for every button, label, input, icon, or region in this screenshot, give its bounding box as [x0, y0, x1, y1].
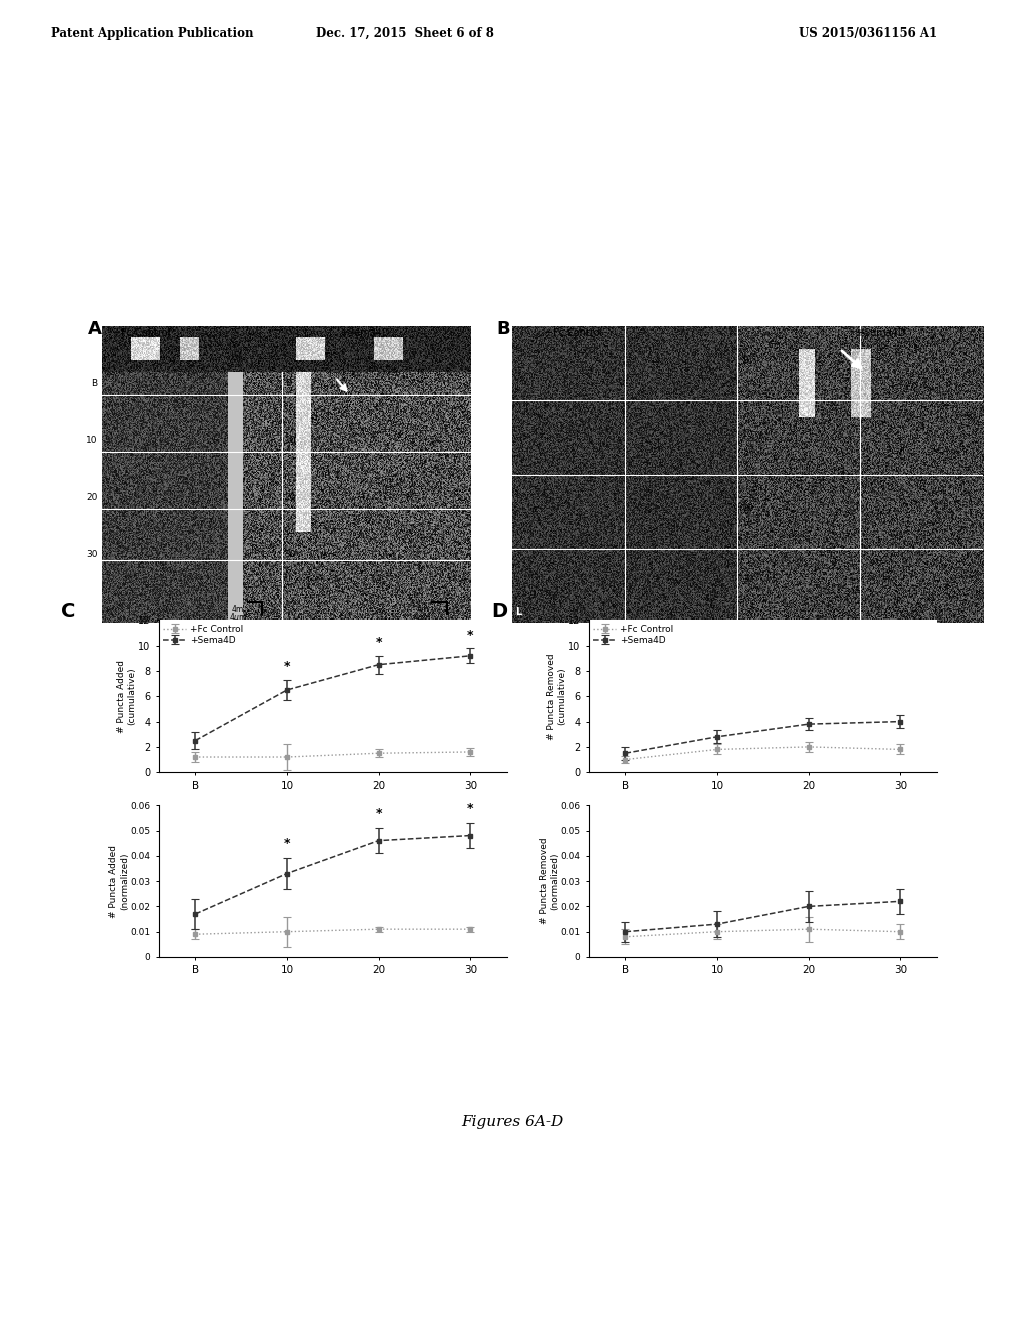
Text: 30: 30	[742, 576, 754, 585]
Text: C: C	[61, 602, 76, 622]
Text: B: B	[497, 321, 510, 338]
Text: 4$\mu$m: 4$\mu$m	[414, 611, 432, 623]
Text: 20: 20	[285, 492, 296, 502]
Text: +Sema4D: +Sema4D	[856, 329, 905, 338]
Text: 30: 30	[285, 550, 296, 558]
Y-axis label: # Puncta Removed
(normalized): # Puncta Removed (normalized)	[540, 838, 559, 924]
Text: *: *	[284, 660, 290, 673]
Text: Dec. 17, 2015  Sheet 6 of 8: Dec. 17, 2015 Sheet 6 of 8	[315, 28, 494, 40]
Legend: +Fc Control, +Sema4D: +Fc Control, +Sema4D	[593, 624, 674, 644]
Text: 10: 10	[742, 430, 754, 440]
Text: +Fc Control: +Fc Control	[113, 329, 170, 338]
Text: 10: 10	[285, 436, 296, 445]
Text: B: B	[742, 356, 749, 364]
Text: B: B	[91, 379, 97, 388]
Text: *: *	[467, 803, 473, 816]
Text: +Fc Control: +Fc Control	[545, 329, 602, 338]
Text: *: *	[284, 837, 290, 850]
Text: 4$\mu$m: 4$\mu$m	[229, 611, 248, 623]
Text: 30: 30	[86, 550, 97, 558]
Text: B: B	[285, 379, 291, 388]
Text: *: *	[376, 808, 382, 820]
Text: 20: 20	[742, 504, 754, 513]
Text: L: L	[515, 607, 521, 618]
Y-axis label: # Puncta Added
(cumulative): # Puncta Added (cumulative)	[117, 660, 136, 733]
Text: 4m: 4m	[232, 605, 245, 614]
Text: *: *	[376, 636, 382, 649]
Text: Figures 6A-D: Figures 6A-D	[461, 1115, 563, 1129]
Text: A: A	[88, 321, 101, 338]
Y-axis label: # Puncta Removed
(cumulative): # Puncta Removed (cumulative)	[547, 653, 566, 739]
Y-axis label: # Puncta Added
(normalized): # Puncta Added (normalized)	[110, 845, 129, 917]
Text: 20: 20	[86, 492, 97, 502]
Text: *: *	[467, 630, 473, 642]
Text: 10: 10	[86, 436, 97, 445]
Text: Patent Application Publication: Patent Application Publication	[51, 28, 254, 40]
Text: US 2015/0361156 A1: US 2015/0361156 A1	[799, 28, 937, 40]
Legend: +Fc Control, +Sema4D: +Fc Control, +Sema4D	[163, 624, 244, 644]
Text: +Sema4D: +Sema4D	[340, 329, 389, 338]
Text: 4m: 4m	[417, 605, 429, 614]
Text: D: D	[492, 602, 508, 622]
